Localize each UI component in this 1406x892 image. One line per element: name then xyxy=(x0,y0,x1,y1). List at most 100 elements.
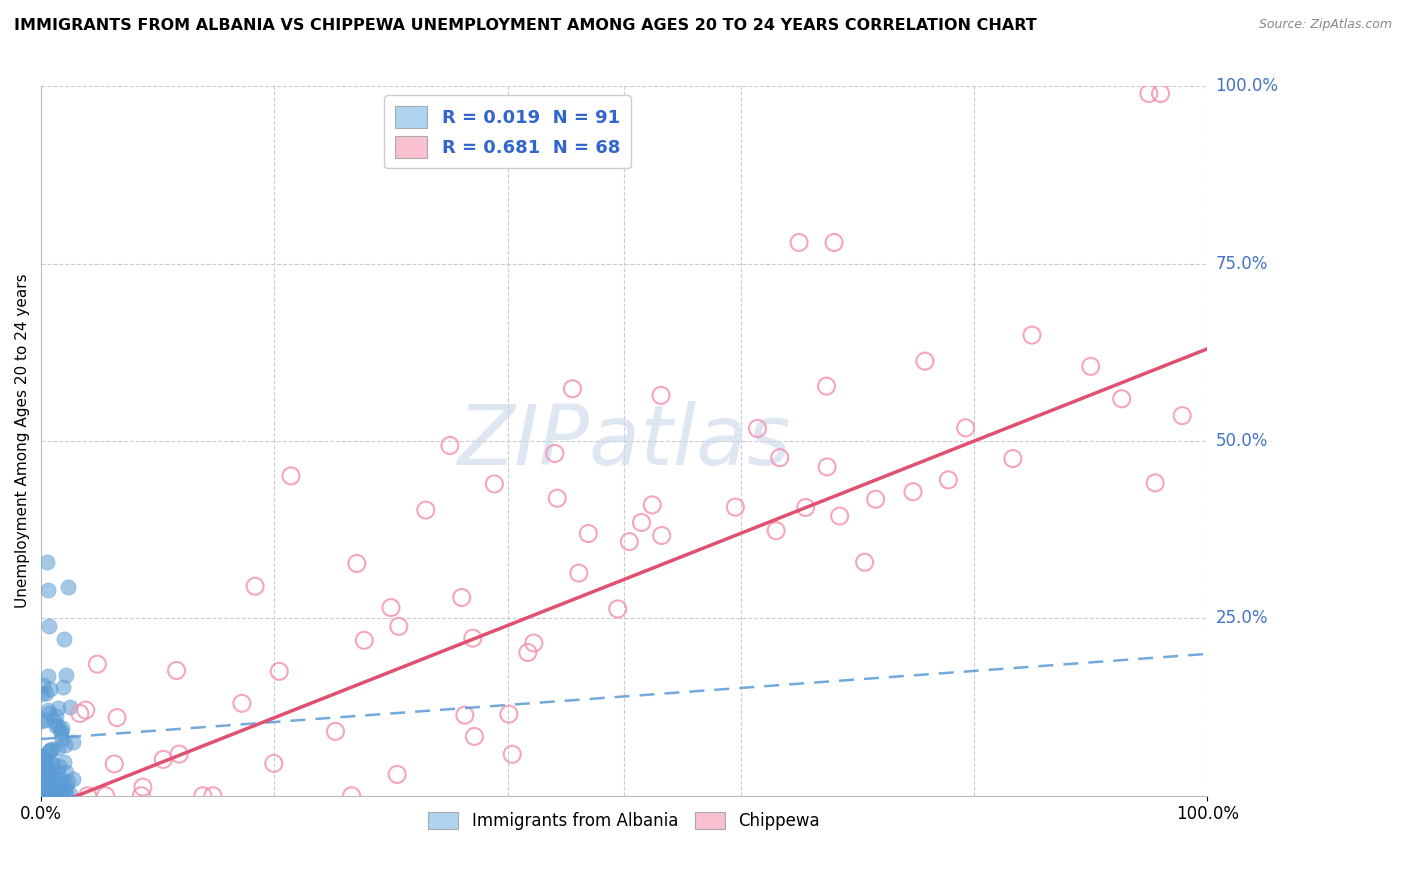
Point xyxy=(35,555,58,569)
Point xyxy=(31,687,53,701)
Point xyxy=(46,765,69,780)
Point xyxy=(346,557,368,571)
Point xyxy=(823,235,845,250)
Point xyxy=(105,710,128,724)
Point xyxy=(231,696,253,710)
Point xyxy=(544,446,567,460)
Point xyxy=(37,668,59,682)
Point xyxy=(34,780,56,795)
Point xyxy=(32,781,55,796)
Point xyxy=(1137,87,1160,101)
Point xyxy=(191,789,214,803)
Point xyxy=(51,780,73,795)
Point xyxy=(38,788,60,802)
Point xyxy=(498,707,520,722)
Text: Source: ZipAtlas.com: Source: ZipAtlas.com xyxy=(1258,18,1392,31)
Point xyxy=(37,582,59,597)
Point xyxy=(794,500,817,515)
Point xyxy=(41,757,63,772)
Point xyxy=(62,735,84,749)
Point xyxy=(484,477,506,491)
Point xyxy=(38,706,60,720)
Point xyxy=(46,701,69,715)
Point xyxy=(53,755,76,769)
Point xyxy=(53,783,76,797)
Point xyxy=(325,724,347,739)
Point xyxy=(34,713,56,727)
Point xyxy=(31,748,53,763)
Point xyxy=(561,382,583,396)
Point xyxy=(152,752,174,766)
Point xyxy=(641,498,664,512)
Point xyxy=(31,787,53,801)
Point xyxy=(51,721,73,735)
Point xyxy=(35,770,58,784)
Point xyxy=(388,619,411,633)
Point xyxy=(280,468,302,483)
Point xyxy=(747,421,769,435)
Point xyxy=(51,731,73,746)
Point xyxy=(1149,87,1171,101)
Text: 25.0%: 25.0% xyxy=(1216,609,1268,627)
Point xyxy=(37,778,59,792)
Point xyxy=(568,566,591,580)
Point xyxy=(619,534,641,549)
Point xyxy=(630,516,652,530)
Point xyxy=(269,665,291,679)
Point xyxy=(576,526,599,541)
Point xyxy=(606,602,628,616)
Point xyxy=(38,744,60,758)
Point xyxy=(55,765,77,780)
Point xyxy=(34,777,56,791)
Point xyxy=(42,769,65,783)
Text: 100.0%: 100.0% xyxy=(1216,78,1278,95)
Point xyxy=(765,524,787,538)
Point xyxy=(450,591,472,605)
Point xyxy=(69,706,91,721)
Point xyxy=(38,743,60,757)
Point xyxy=(546,491,568,506)
Point xyxy=(501,747,523,762)
Point xyxy=(34,770,56,784)
Y-axis label: Unemployment Among Ages 20 to 24 years: Unemployment Among Ages 20 to 24 years xyxy=(15,274,30,608)
Point xyxy=(828,509,851,524)
Text: IMMIGRANTS FROM ALBANIA VS CHIPPEWA UNEMPLOYMENT AMONG AGES 20 TO 24 YEARS CORRE: IMMIGRANTS FROM ALBANIA VS CHIPPEWA UNEM… xyxy=(14,18,1036,33)
Point xyxy=(454,708,477,723)
Point xyxy=(914,354,936,368)
Text: 50.0%: 50.0% xyxy=(1216,432,1268,450)
Point xyxy=(31,775,53,789)
Point xyxy=(62,772,84,786)
Point xyxy=(30,714,52,728)
Point xyxy=(42,786,65,800)
Point xyxy=(32,781,55,796)
Point xyxy=(415,503,437,517)
Point xyxy=(35,784,58,798)
Point xyxy=(1111,392,1133,406)
Point xyxy=(853,555,876,569)
Point xyxy=(340,789,363,803)
Point xyxy=(1144,475,1167,490)
Point xyxy=(32,768,55,782)
Point xyxy=(55,779,77,793)
Point xyxy=(42,788,65,802)
Point xyxy=(38,778,60,792)
Point xyxy=(46,741,69,756)
Point xyxy=(650,388,672,402)
Point xyxy=(35,786,58,800)
Point xyxy=(51,780,73,794)
Point xyxy=(439,438,461,452)
Point xyxy=(53,738,76,752)
Point xyxy=(955,421,977,435)
Point xyxy=(55,667,77,681)
Point xyxy=(53,632,76,646)
Point xyxy=(46,718,69,732)
Point xyxy=(103,756,125,771)
Point xyxy=(461,631,484,645)
Point xyxy=(37,703,59,717)
Point xyxy=(51,726,73,740)
Point xyxy=(34,763,56,777)
Point xyxy=(38,781,60,796)
Point xyxy=(35,686,58,700)
Point xyxy=(31,756,53,771)
Point xyxy=(56,775,79,789)
